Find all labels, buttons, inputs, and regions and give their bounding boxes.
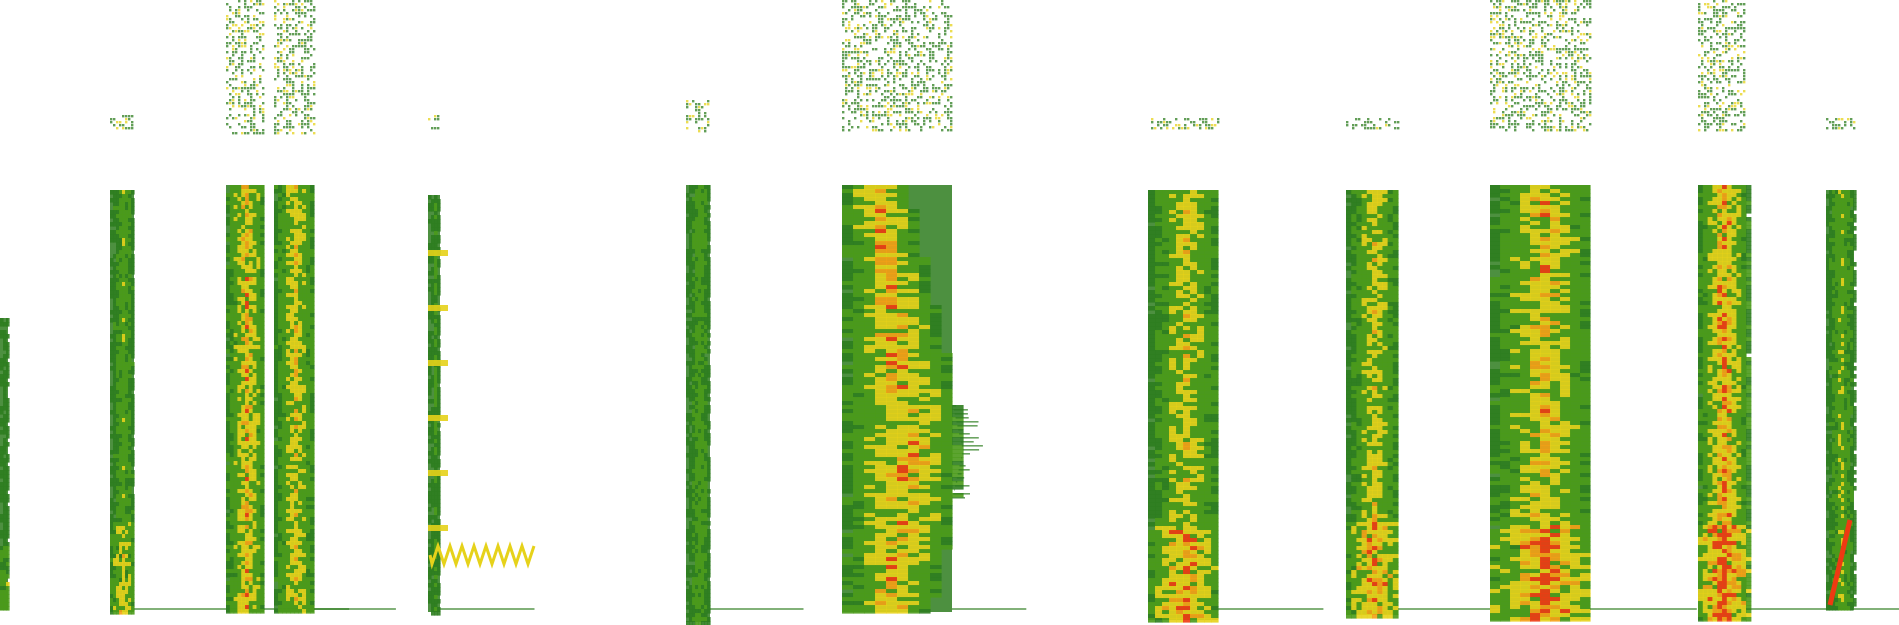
spectrogram-strip <box>226 0 350 614</box>
spectrogram-strip <box>686 100 804 625</box>
spectrogram-strip <box>428 115 536 616</box>
spectrogram-strip <box>1490 0 1697 622</box>
spectrogram-strip <box>1826 118 1899 611</box>
spectrogram-strip <box>110 115 239 615</box>
spectrogram-strip <box>1346 118 1496 619</box>
spectrogram-strip <box>842 0 1027 614</box>
spectrogram-strip <box>1148 118 1324 623</box>
spectrogram-strip <box>1698 0 1846 622</box>
spectrogram-strip <box>0 318 10 611</box>
spectrogram-strip <box>274 0 396 614</box>
